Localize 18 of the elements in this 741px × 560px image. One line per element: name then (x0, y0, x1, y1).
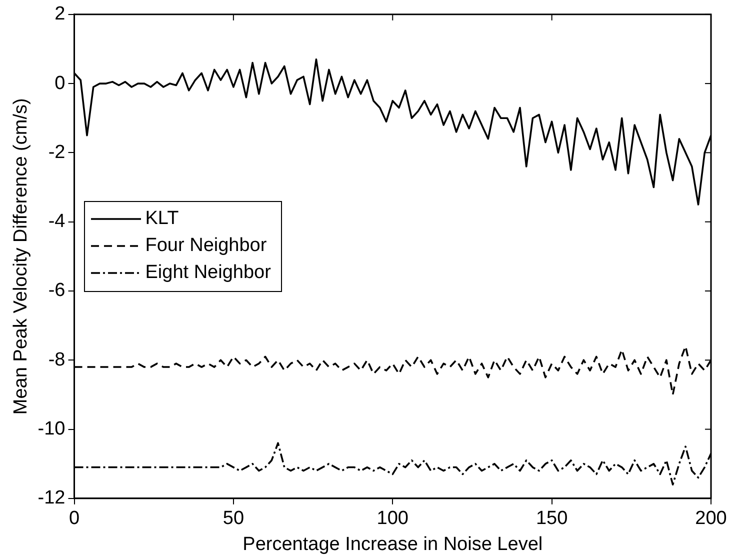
x-tick-label: 200 (695, 508, 727, 530)
x-tick-label: 100 (376, 508, 408, 530)
legend-label: Eight Neighbor (145, 262, 271, 284)
y-axis-title: Mean Peak Velocity Difference (cm/s) (10, 98, 32, 415)
y-tick-label: -12 (38, 488, 66, 509)
x-tick-label: 50 (222, 508, 244, 530)
y-tick-label: -10 (38, 418, 66, 440)
x-axis-title: Percentage Increase in Noise Level (242, 534, 543, 555)
y-tick-label: 0 (54, 72, 66, 94)
legend-label: Four Neighbor (145, 235, 267, 258)
y-tick-label: -2 (48, 142, 66, 163)
y-tick-label: 2 (54, 4, 66, 25)
y-tick-label: -8 (48, 349, 66, 370)
legend-label: KLT (145, 208, 179, 230)
y-tick-label: -4 (48, 211, 66, 232)
x-tick-label: 150 (536, 508, 568, 530)
x-tick-label: 0 (68, 508, 80, 530)
y-tick-label: -6 (48, 280, 66, 302)
